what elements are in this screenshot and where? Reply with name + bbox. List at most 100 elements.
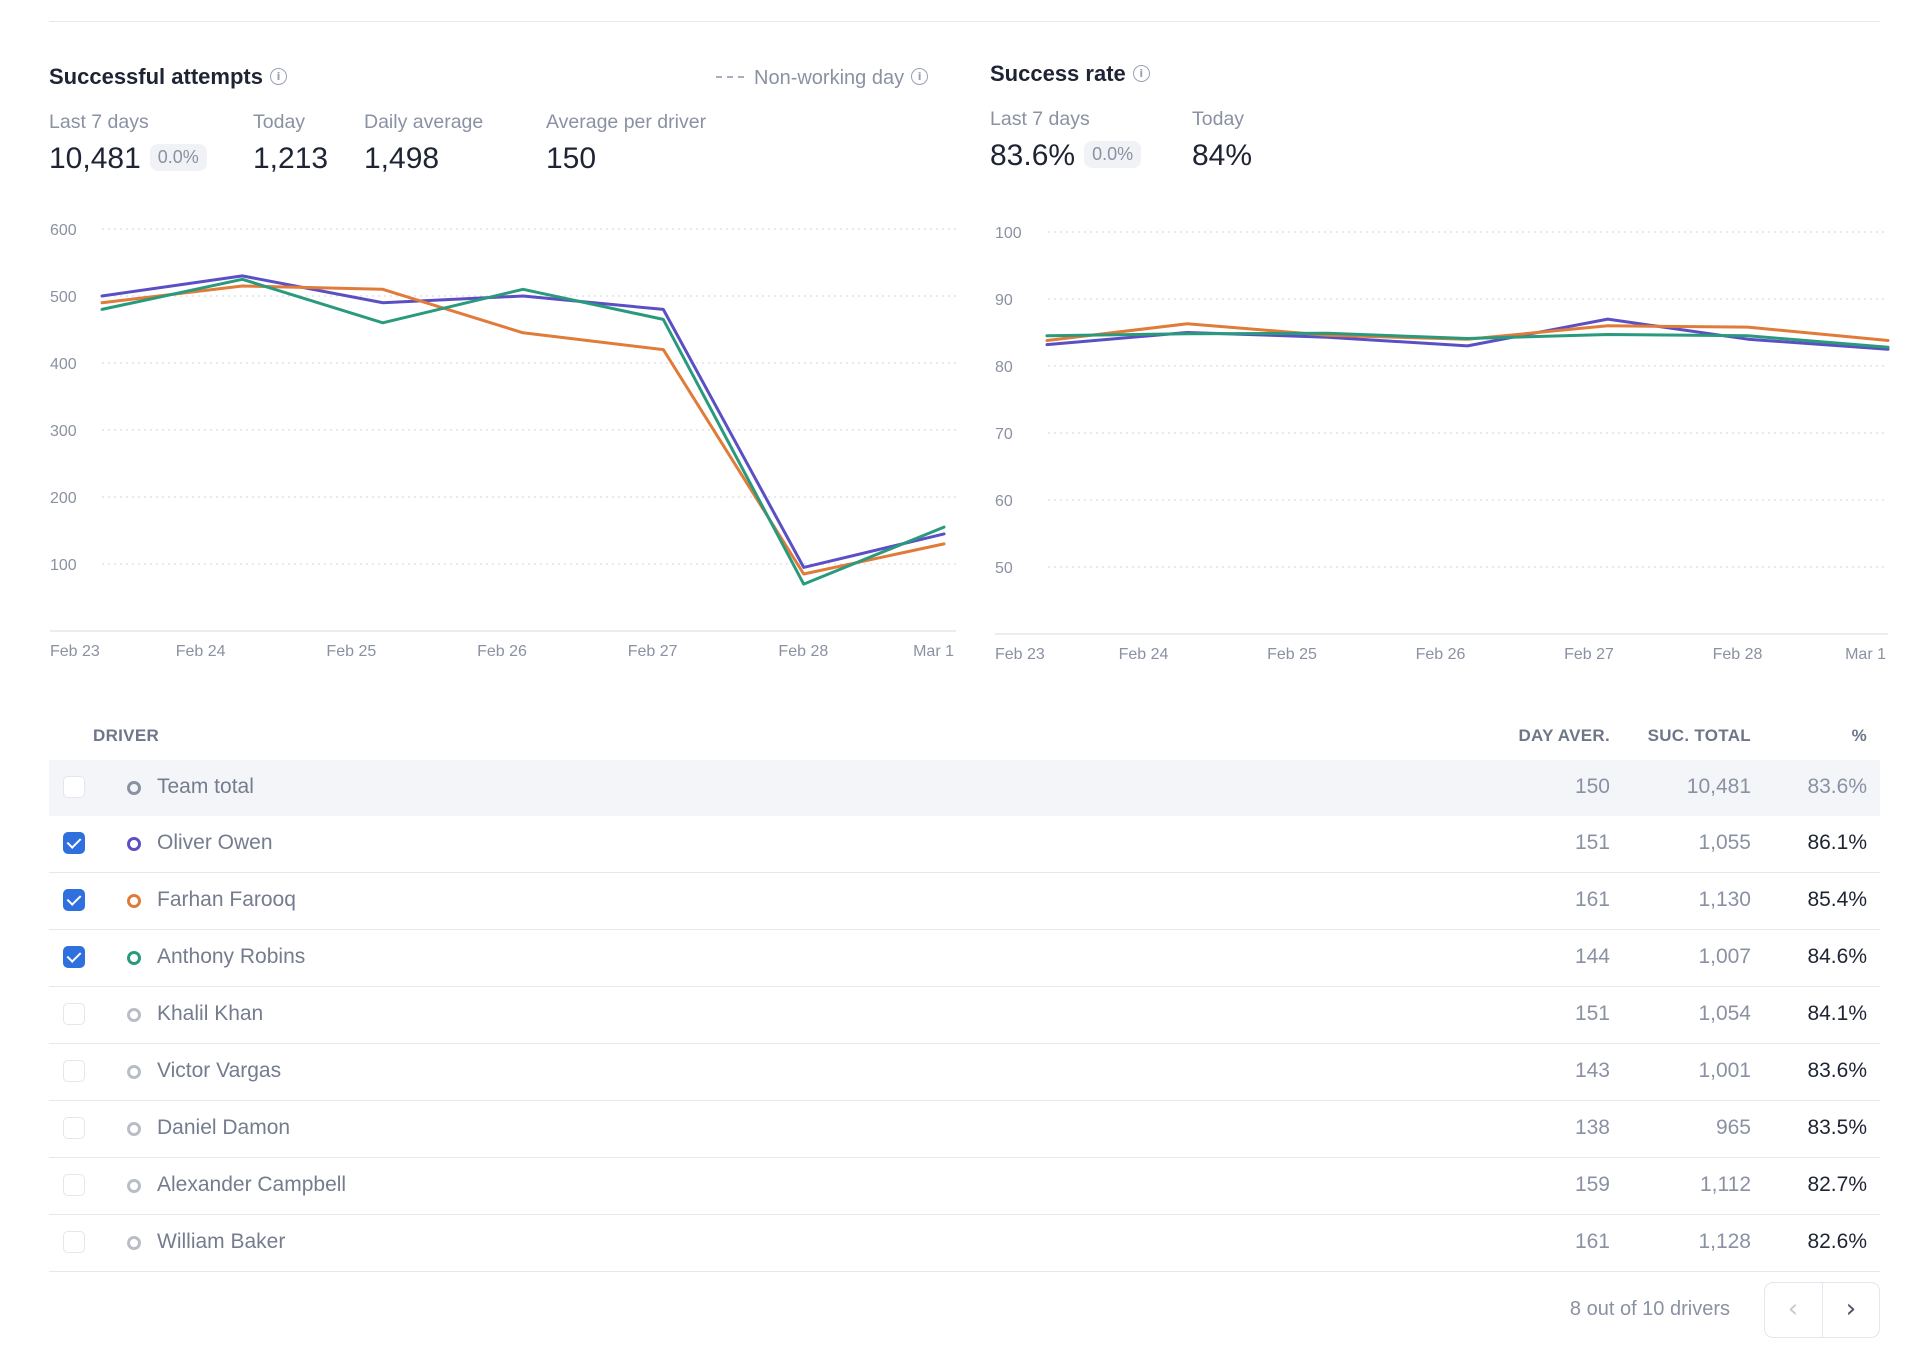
- stat-value: 83.6%: [990, 139, 1076, 172]
- day-average-value: 151: [1574, 831, 1610, 854]
- series-line: [100, 274, 946, 569]
- series-color-dot: [127, 1236, 141, 1250]
- success-rate-chart: 50 60 70 80 90 100 Feb 23 Feb 24 Feb 25 Feb 26 Feb…: [995, 225, 1890, 663]
- driver-name: Victor Vargas: [157, 1059, 282, 1082]
- chevron-left-icon[interactable]: ‹: [1787, 1294, 1799, 1324]
- driver-name: Daniel Damon: [157, 1116, 291, 1139]
- x-tick-label: Feb 27: [1564, 646, 1614, 663]
- series-color-dot: [127, 1008, 141, 1022]
- top-divider: [49, 21, 1880, 22]
- success-total-value: 1,112: [1700, 1173, 1751, 1196]
- success-percent-value: 85.4%: [1807, 888, 1867, 911]
- attempts-chart: 100 200 300 400 500 600 Feb 23 Feb 24 Feb 25 Feb …: [50, 222, 956, 660]
- success-percent-value: 82.7%: [1807, 1173, 1867, 1196]
- info-icon[interactable]: i: [1132, 64, 1150, 82]
- row-checkbox[interactable]: [63, 1117, 85, 1139]
- table-row[interactable]: Oliver Owen 151 1,055 86.1%: [49, 816, 1880, 873]
- row-checkbox[interactable]: [63, 1231, 85, 1253]
- stat-label: Today: [253, 111, 306, 133]
- chevron-right-icon[interactable]: ›: [1845, 1294, 1857, 1324]
- table-row[interactable]: Anthony Robins 144 1,007 84.6%: [49, 930, 1880, 987]
- series-line: [1045, 331, 1890, 349]
- series-line: [100, 284, 946, 576]
- table-row[interactable]: Victor Vargas 143 1,001 83.6%: [49, 1044, 1880, 1101]
- row-checkbox[interactable]: [63, 776, 85, 798]
- column-header-percent[interactable]: %: [1851, 726, 1867, 745]
- driver-name: Oliver Owen: [157, 831, 273, 854]
- table-row[interactable]: Alexander Campbell 159 1,112 82.7%: [49, 1158, 1880, 1215]
- y-tick-label: 300: [50, 423, 77, 440]
- table-row[interactable]: Daniel Damon 138 965 83.5%: [49, 1101, 1880, 1158]
- stat-last7: Last 7 days 10,481 0.0%: [49, 111, 207, 176]
- table-row[interactable]: Farhan Farooq 161 1,130 85.4%: [49, 873, 1880, 930]
- dashed-line-icon: [716, 75, 744, 78]
- stat-value: 150: [546, 142, 597, 175]
- team-total-row[interactable]: Team total 150 10,481 83.6%: [49, 760, 1880, 816]
- day-average-value: 159: [1574, 1173, 1610, 1196]
- stat-value: 10,481: [49, 142, 141, 175]
- attempts-title-text: Successful attempts: [49, 64, 263, 89]
- row-checkbox[interactable]: [63, 1003, 85, 1025]
- success-percent-value: 83.6%: [1807, 1059, 1867, 1082]
- y-tick-label: 100: [995, 225, 1022, 242]
- row-checkbox[interactable]: [63, 1060, 85, 1082]
- table-body: Team total 150 10,481 83.6% Oliver Owen 151 1,…: [49, 760, 1880, 1272]
- change-badge: 0.0%: [1084, 140, 1142, 168]
- day-average-value: 138: [1574, 1116, 1610, 1139]
- success-percent-value: 86.1%: [1807, 831, 1867, 854]
- stat-value: 84%: [1192, 139, 1253, 172]
- rate-title-text: Success rate: [990, 61, 1126, 86]
- driver-name: Alexander Campbell: [157, 1173, 347, 1196]
- series-color-dot: [127, 781, 141, 795]
- column-header-day-aver[interactable]: DAY AVER.: [1518, 726, 1610, 745]
- series-color-dot: [127, 1122, 141, 1136]
- x-tick-label: Feb 24: [176, 643, 226, 660]
- day-average-value: 150: [1574, 775, 1610, 798]
- row-checkbox[interactable]: [63, 946, 85, 968]
- pagination-buttons: ‹ ›: [1764, 1282, 1880, 1338]
- success-percent-value: 82.6%: [1807, 1230, 1867, 1253]
- stat-average-per-driver: Average per driver 150: [546, 111, 706, 176]
- driver-name: Team total: [157, 775, 254, 798]
- change-badge: 0.0%: [149, 143, 207, 171]
- x-tick-label: Feb 26: [477, 643, 527, 660]
- driver-name: Anthony Robins: [157, 945, 306, 968]
- stat-label: Last 7 days: [49, 111, 149, 133]
- day-average-value: 161: [1574, 1230, 1610, 1253]
- y-tick-label: 90: [995, 292, 1013, 309]
- driver-name: Farhan Farooq: [157, 888, 296, 911]
- column-header-suc-total[interactable]: SUC. TOTAL: [1647, 726, 1751, 745]
- y-tick-label: 60: [995, 493, 1013, 510]
- pagination-text: 8 out of 10 drivers: [1569, 1298, 1730, 1320]
- info-icon[interactable]: i: [911, 68, 929, 86]
- row-checkbox[interactable]: [63, 889, 85, 911]
- series-color-dot: [127, 894, 141, 908]
- stat-label: Average per driver: [546, 111, 707, 133]
- table-row[interactable]: William Baker 161 1,128 82.6%: [49, 1215, 1880, 1272]
- x-tick-label: Mar 1: [1845, 646, 1886, 663]
- y-tick-label: 500: [50, 289, 77, 306]
- success-total-value: 1,055: [1698, 831, 1751, 854]
- x-tick-label: Feb 23: [995, 646, 1045, 663]
- table-header: DRIVER DAY AVER. SUC. TOTAL %: [49, 712, 1880, 760]
- x-tick-label: Feb 25: [1267, 646, 1317, 663]
- row-checkbox[interactable]: [63, 1174, 85, 1196]
- table-row[interactable]: Khalil Khan 151 1,054 84.1%: [49, 987, 1880, 1044]
- y-tick-label: 70: [995, 426, 1013, 443]
- x-tick-label: Mar 1: [913, 643, 954, 660]
- non-working-day-legend: Non-working day i: [716, 67, 929, 90]
- y-tick-label: 200: [50, 490, 77, 507]
- success-total-value: 1,054: [1698, 1002, 1751, 1025]
- series-color-dot: [127, 1065, 141, 1079]
- driver-table: DRIVER DAY AVER. SUC. TOTAL % Team total…: [49, 712, 1880, 1272]
- column-header-driver[interactable]: DRIVER: [93, 726, 160, 745]
- y-tick-label: 80: [995, 359, 1013, 376]
- info-icon[interactable]: i: [269, 67, 287, 85]
- stat-daily-average: Daily average 1,498: [364, 111, 483, 176]
- x-tick-label: Feb 26: [1416, 646, 1466, 663]
- y-tick-label: 50: [995, 560, 1013, 577]
- stat-value-row: 83.6% 0.0%: [990, 139, 1142, 173]
- rate-title: Success rate i: [990, 61, 1150, 87]
- x-tick-label: Feb 23: [50, 643, 100, 660]
- row-checkbox[interactable]: [63, 832, 85, 854]
